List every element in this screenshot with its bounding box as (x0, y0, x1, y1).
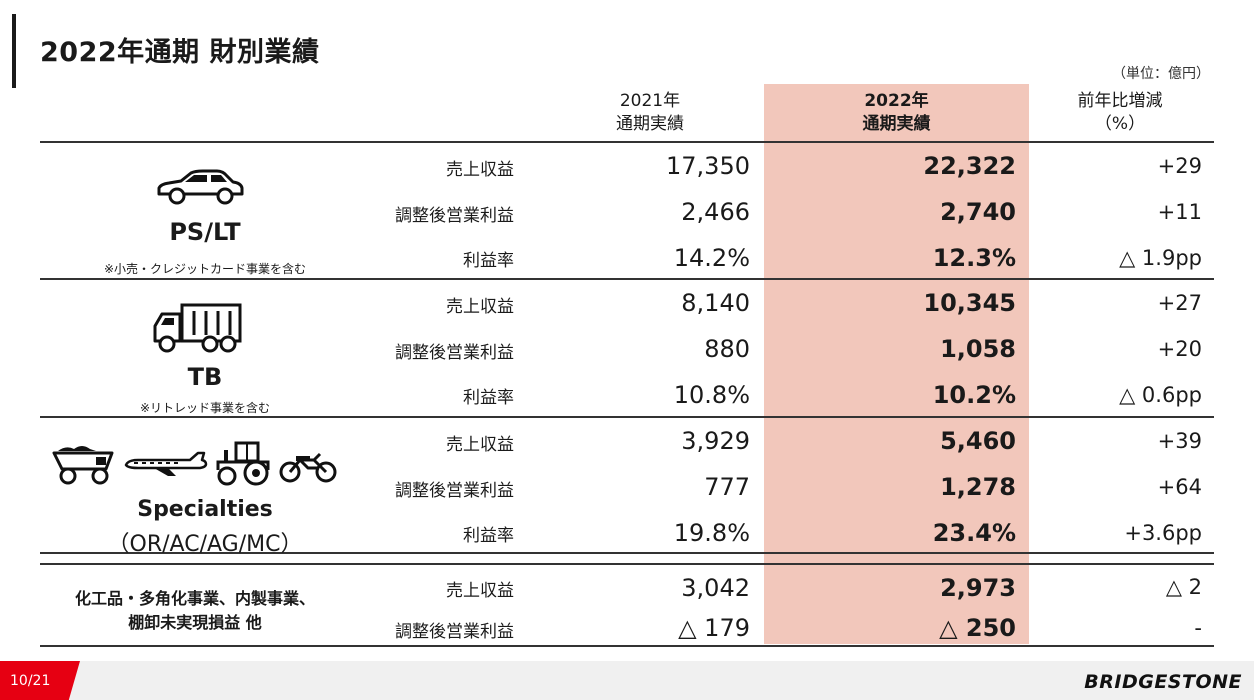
value-change: △ 0.6pp (1119, 383, 1202, 407)
header-2021: 2021年 通期実績 (616, 91, 684, 134)
divider (40, 278, 1214, 280)
value-2022: 12.3% (932, 244, 1016, 272)
row-label: 調整後営業利益 (395, 622, 514, 642)
value-2022: 5,460 (940, 427, 1016, 455)
segment-subname-specialties: （OR/AC/AG/MC） (107, 532, 303, 557)
mining-truck-icon (52, 446, 114, 485)
value-2021: 3,929 (681, 427, 750, 455)
airplane-icon (124, 451, 208, 476)
highlight-2022-column (764, 84, 1029, 644)
value-2021: 14.2% (673, 244, 750, 272)
row-label: 売上収益 (446, 581, 514, 601)
value-change: +64 (1157, 475, 1202, 499)
value-2022: 23.4% (932, 519, 1016, 547)
value-2022: 1,058 (940, 335, 1016, 363)
row-label: 調整後営業利益 (395, 481, 514, 501)
segment-name-tb: TB (187, 363, 223, 391)
value-change: +3.6pp (1124, 521, 1202, 545)
row-label: 利益率 (463, 526, 514, 546)
bridgestone-logo: BRIDGESTONE (1084, 671, 1242, 693)
unit-note: （単位：億円） (1112, 66, 1210, 82)
value-change: +39 (1157, 429, 1202, 453)
value-2021: △ 179 (678, 614, 750, 642)
value-change: △ 2 (1165, 575, 1202, 599)
value-2022: 2,740 (940, 198, 1016, 226)
segment-name-specialties: Specialties (137, 497, 273, 522)
tractor-icon (216, 441, 270, 486)
page-number-tab (0, 661, 80, 700)
divider (40, 141, 1214, 143)
row-label: 利益率 (463, 388, 514, 408)
divider (40, 563, 1214, 565)
value-2021: 10.8% (673, 381, 750, 409)
row-label: 調整後営業利益 (395, 343, 514, 363)
header-2022: 2022年 通期実績 (862, 91, 931, 134)
page-title: 2022年通期 財別業績 (40, 37, 320, 68)
value-2021: 3,042 (681, 574, 750, 602)
value-2022: 22,322 (923, 152, 1016, 180)
segment-subname-other: 棚卸未実現損益 他 (128, 613, 262, 632)
segment-note-tb: ※リトレッド事業を含む (139, 401, 271, 415)
footer-bar (0, 661, 1254, 700)
value-2021: 8,140 (681, 289, 750, 317)
row-label: 売上収益 (446, 435, 514, 455)
value-2021: 17,350 (666, 152, 750, 180)
page-number: 10/21 (10, 673, 51, 689)
motorcycle-icon (279, 452, 337, 483)
segment-note-pslt: ※小売・クレジットカード事業を含む (103, 262, 307, 276)
row-label: 売上収益 (446, 297, 514, 317)
value-change: +27 (1157, 291, 1202, 315)
value-change: - (1194, 616, 1202, 640)
value-2022: 1,278 (940, 473, 1016, 501)
value-2022: 10.2% (932, 381, 1016, 409)
value-2021: 19.8% (673, 519, 750, 547)
value-change: +11 (1157, 200, 1202, 224)
truck-icon (153, 303, 242, 353)
value-2022: △ 250 (939, 614, 1016, 642)
row-label: 売上収益 (446, 160, 514, 180)
value-2021: 880 (704, 335, 750, 363)
divider (40, 552, 1214, 554)
divider (40, 645, 1214, 647)
value-2021: 777 (704, 473, 750, 501)
value-change: +29 (1157, 154, 1202, 178)
row-label: 利益率 (463, 251, 514, 271)
row-label: 調整後営業利益 (395, 206, 514, 226)
segment-name-other: 化工品・多角化事業、内製事業、 (74, 589, 315, 608)
header-change: 前年比増減 （%） (1077, 91, 1163, 134)
value-2022: 2,973 (940, 574, 1016, 602)
title-accent-bar (12, 14, 16, 88)
value-change: △ 1.9pp (1119, 246, 1202, 270)
car-icon (157, 169, 244, 205)
segment-name-pslt: PS/LT (169, 218, 241, 246)
value-2022: 10,345 (923, 289, 1016, 317)
value-2021: 2,466 (681, 198, 750, 226)
divider (40, 416, 1214, 418)
value-change: +20 (1157, 337, 1202, 361)
